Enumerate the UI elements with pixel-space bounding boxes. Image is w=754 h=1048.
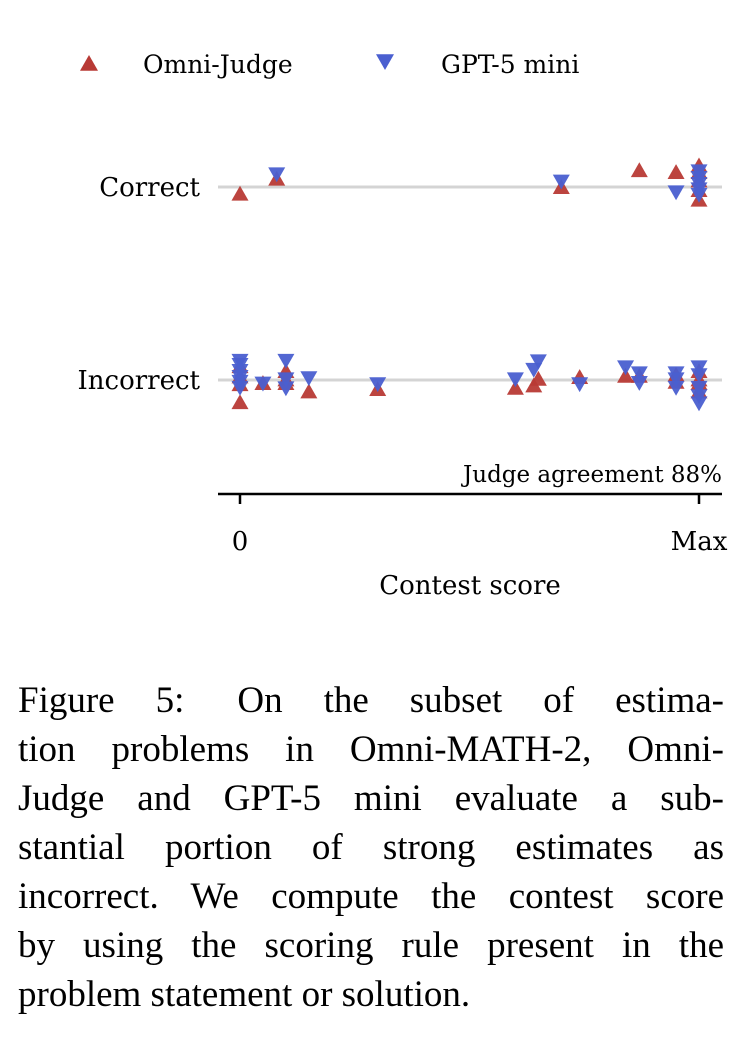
grid-layer (218, 185, 722, 382)
gpt5-mini-point (617, 360, 635, 376)
gpt5-mini-point (690, 187, 708, 203)
y-category-label: Incorrect (78, 366, 201, 396)
caption-line-6: by using the scoring rule present in the (18, 925, 724, 966)
x-tick-label: Max (671, 527, 728, 557)
legend-label: Omni-Judge (143, 50, 293, 79)
omni-judge-point (231, 394, 249, 410)
gpt5-mini-point (254, 376, 272, 392)
points-layer (231, 157, 708, 412)
legend-triangle-up-icon (80, 55, 98, 71)
gpt5-mini-point (506, 372, 524, 388)
figure-caption: Figure 5: On the subset of estima- tion … (18, 676, 724, 1019)
caption-line-1: Figure 5: On the subset of estima- (18, 676, 724, 725)
omni-judge-point (300, 383, 318, 399)
caption-text-1: On the subset of estima- (237, 680, 724, 721)
caption-line-5: incorrect. We compute the contest score (18, 876, 724, 917)
gpt5-mini-point (690, 380, 708, 396)
omni-judge-point (506, 379, 524, 395)
figure-5-chart: Omni-Judge GPT-5 mini 0 Max Contest score C… (78, 50, 728, 601)
x-tick-label: 0 (232, 527, 249, 557)
gpt5-mini-point (667, 185, 685, 201)
gpt5-mini-point (552, 174, 570, 190)
y-category-label: Correct (99, 173, 200, 203)
gpt5-mini-point (277, 353, 295, 369)
gpt5-mini-point (690, 368, 708, 384)
scatter-plot: Omni-Judge GPT-5 mini 0 Max Contest score C… (78, 50, 728, 601)
gpt5-mini-point (300, 371, 318, 387)
gpt5-mini-point (667, 380, 685, 396)
gpt5-mini-point (231, 380, 249, 396)
caption-line-3: Judge and GPT-5 mini evaluate a sub- (18, 778, 724, 819)
gpt5-mini-point (630, 366, 648, 382)
omni-judge-point (529, 370, 547, 386)
legend-triangle-down-icon (376, 54, 394, 70)
text-layer: Correct Incorrect Judge agreement 88% (78, 173, 722, 488)
x-axis-label: Contest score (379, 571, 561, 601)
caption-line-7: problem statement or solution. (18, 974, 471, 1015)
caption-line-4: stantial portion of strong estimates as (18, 827, 724, 868)
gpt5-mini-point (571, 377, 589, 393)
legend-label: GPT-5 mini (441, 50, 579, 79)
legend: Omni-Judge GPT-5 mini (80, 50, 579, 79)
gpt5-mini-point (690, 396, 708, 412)
judge-agreement-annotation: Judge agreement 88% (461, 462, 722, 488)
gpt5-mini-point (630, 376, 648, 391)
gpt5-mini-point (667, 372, 685, 388)
omni-judge-point (630, 162, 648, 178)
gpt5-mini-point (690, 360, 708, 376)
gpt5-mini-point (277, 381, 295, 397)
gpt5-mini-point (268, 167, 286, 183)
x-axis: 0 Max Contest score (218, 492, 728, 601)
omni-judge-point (667, 164, 685, 179)
gpt5-mini-point (369, 377, 387, 393)
omni-judge-point (231, 185, 249, 201)
omni-judge-point (617, 367, 635, 383)
gpt5-mini-point (529, 354, 547, 370)
caption-line-2: tion problems in Omni-MATH-2, Omni- (18, 729, 724, 770)
caption-label: Figure 5: (18, 680, 185, 721)
gpt5-mini-point (277, 372, 295, 388)
